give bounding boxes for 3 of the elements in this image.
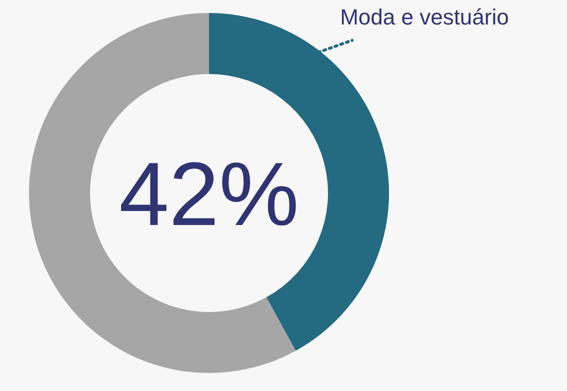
slice-label: Moda e vestuário <box>340 4 509 30</box>
donut-slice <box>29 13 296 373</box>
text: 42% <box>118 145 300 245</box>
